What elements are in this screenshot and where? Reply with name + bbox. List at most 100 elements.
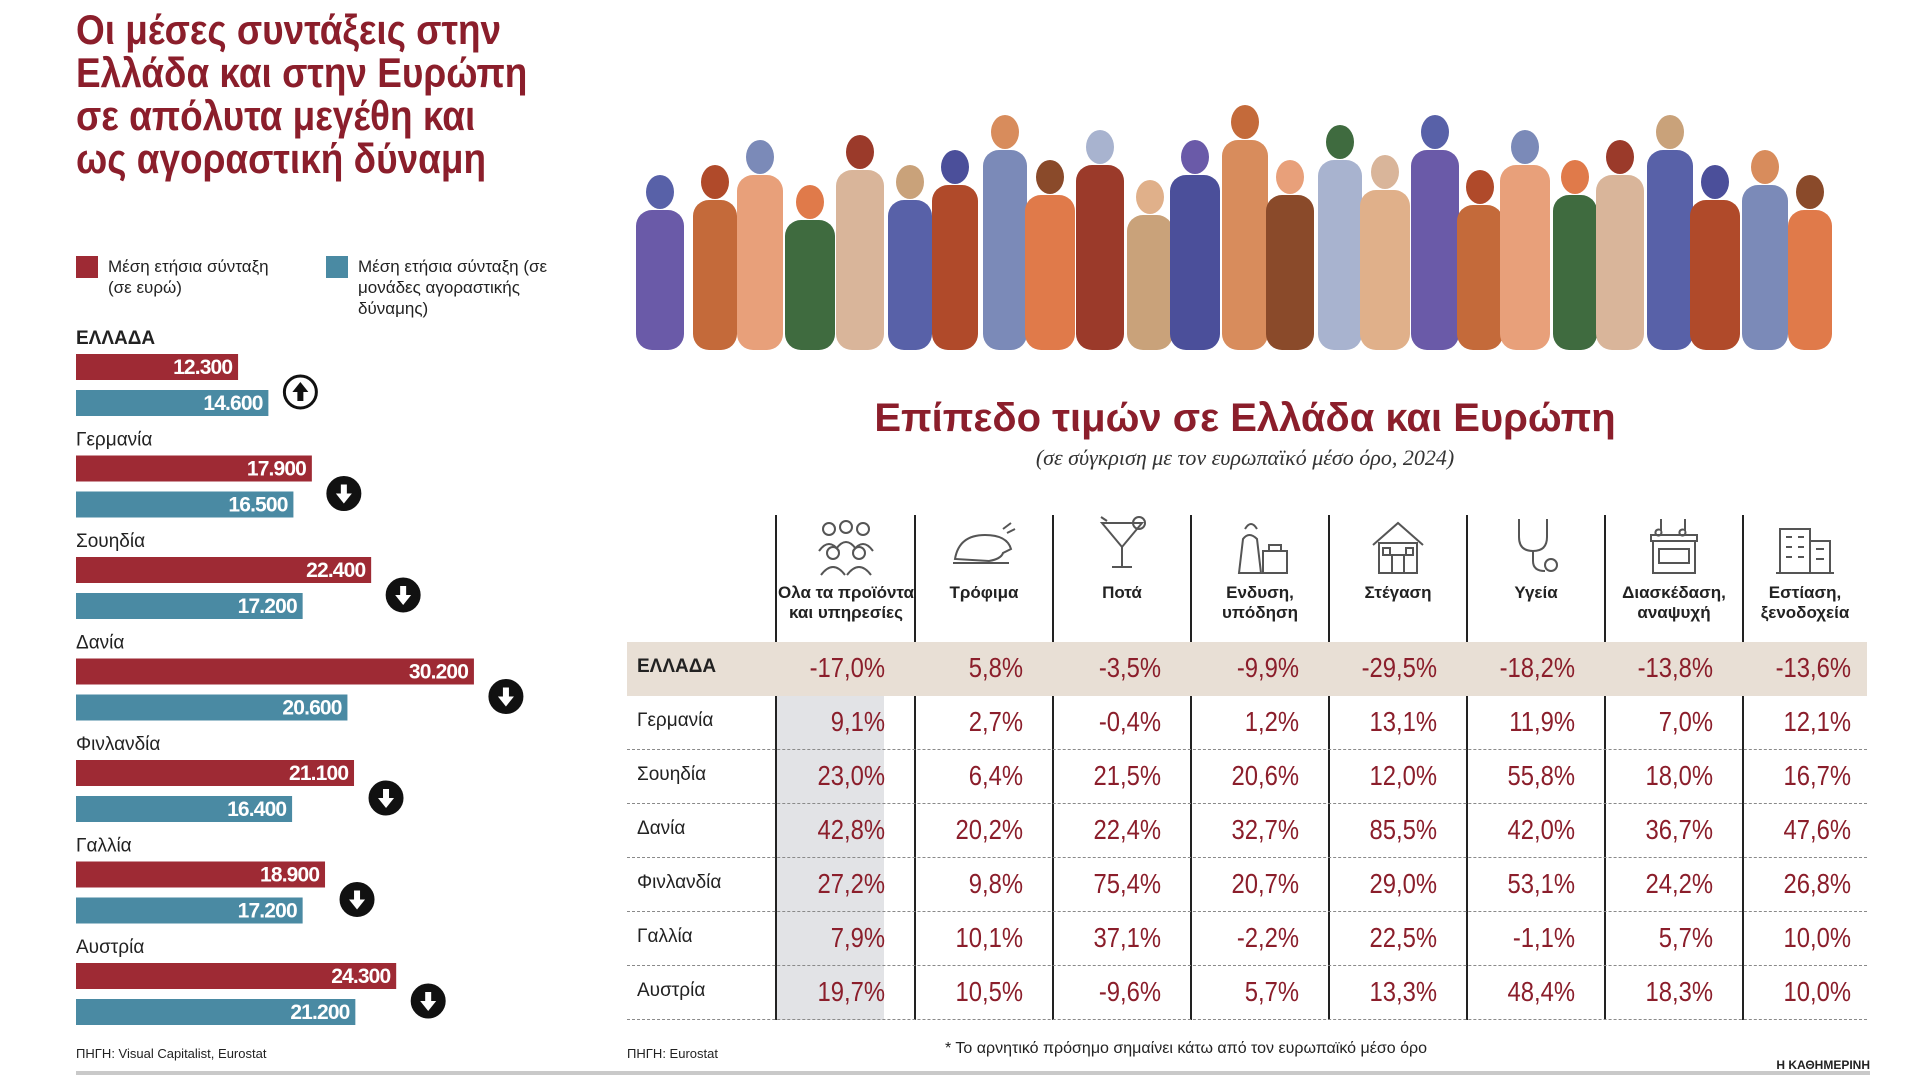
column-divider <box>1190 515 1192 1020</box>
bar <box>76 658 474 685</box>
col-header-drinks: Ποτά <box>1053 515 1191 642</box>
person-figure <box>1411 115 1459 350</box>
table-cell-value: -13,8% <box>1637 652 1713 683</box>
country-label: Γαλλία <box>76 836 132 857</box>
col-header-all-products: Ολα τα προϊόντα και υπηρεσίες <box>777 515 915 642</box>
person-figure <box>932 150 978 350</box>
legend-item-euro: Μέση ετήσια σύνταξη (σε ευρώ) <box>76 256 278 298</box>
person-figure <box>693 165 737 350</box>
legend-swatch-pps <box>326 256 348 278</box>
row-country-label: Δανία <box>637 818 686 839</box>
person-figure <box>1457 170 1503 350</box>
row-country-label: Σουηδία <box>637 764 707 785</box>
person-figure <box>636 175 684 350</box>
table-cell-value: 9,1% <box>830 706 885 737</box>
bar <box>76 354 239 380</box>
person-figure <box>1690 165 1740 350</box>
bar <box>76 963 397 989</box>
table-cell-value: 24,2% <box>1645 868 1713 899</box>
music-venue-icon <box>1605 515 1743 583</box>
table-cell-value: 1,2% <box>1244 706 1299 737</box>
table-cell-value: 9,8% <box>968 868 1023 899</box>
table-cell-value: 19,7% <box>817 976 885 1007</box>
bar-value-label: 17.900 <box>247 458 307 481</box>
country-label: Σουηδία <box>76 531 145 552</box>
bar <box>76 796 293 822</box>
bar-value-label: 22.400 <box>306 559 366 582</box>
column-divider <box>914 515 916 1020</box>
table-cell-value: 12,0% <box>1369 760 1437 791</box>
person-figure <box>1222 105 1268 350</box>
column-divider <box>1604 515 1606 1020</box>
table-cell-value: 21,5% <box>1093 760 1161 791</box>
person-figure <box>1788 175 1832 350</box>
arrow-glyph <box>378 789 395 808</box>
bar <box>76 390 269 416</box>
table-cell-value: 13,1% <box>1369 706 1437 737</box>
col-label-health: Υγεία <box>1514 583 1558 602</box>
bar-value-label: 12.300 <box>173 356 233 379</box>
legend-item-pps: Μέση ετήσια σύνταξη (σε μονάδες αγοραστι… <box>326 256 578 319</box>
left-chart-title: Οι μέσες συντάξεις στην Ελλάδα και στην … <box>76 6 528 182</box>
table-row: Σουηδία 23,0% 6,4% 21,5% 20,6% 12,0% 55,8% 18,0… <box>627 750 1867 804</box>
table-cell-value: 10,0% <box>1783 922 1851 953</box>
bar <box>76 455 312 482</box>
table-cell-value: 10,5% <box>955 976 1023 1007</box>
person-figure <box>1318 125 1362 350</box>
table-cell-value: 42,0% <box>1507 814 1575 845</box>
table-cell-value: 47,6% <box>1783 814 1851 845</box>
row-country-label: Αυστρία <box>637 980 706 1001</box>
price-level-table: Ολα τα προϊόντα και υπηρεσίες Τρόφιμα Πο… <box>627 515 1867 1020</box>
table-cell-value: 23,0% <box>817 760 885 791</box>
clothes-icon <box>1191 515 1329 583</box>
table-cell-value: 36,7% <box>1645 814 1713 845</box>
table-cell-value: 7,9% <box>830 922 885 953</box>
people-icon <box>777 515 915 583</box>
column-divider <box>1742 515 1744 1020</box>
table-cell-value: 5,7% <box>1658 922 1713 953</box>
cocktail-icon <box>1053 515 1191 583</box>
bar-value-label: 17.200 <box>238 900 298 923</box>
people-illustration <box>636 105 1832 350</box>
country-label: Αυστρία <box>76 937 144 958</box>
bar-value-label: 24.300 <box>331 965 391 988</box>
person-figure <box>785 185 835 350</box>
table-cell-value: 12,1% <box>1783 706 1851 737</box>
col-header-housing: Στέγαση <box>1329 515 1467 642</box>
brand-logo-text: Η ΚΑΘΗΜΕΡΙΝΗ <box>1776 1058 1870 1072</box>
table-cell-value: 18,3% <box>1645 976 1713 1007</box>
col-label-food: Τρόφιμα <box>949 583 1019 602</box>
legend-label-pps: Μέση ετήσια σύνταξη (σε μονάδες αγοραστι… <box>358 257 548 318</box>
country-label: ΕΛΛΑΔΑ <box>76 328 155 349</box>
col-label-entertainment: Διασκέδαση, αναψυχή <box>1622 583 1726 622</box>
person-figure <box>737 140 783 350</box>
table-cell-value: 85,5% <box>1369 814 1437 845</box>
table-cell-value: 48,4% <box>1507 976 1575 1007</box>
pension-bar-chart: ΕΛΛΑΔΑ 12.300 14.600 Γερμανία 17.900 16.500 Σο… <box>76 328 524 1025</box>
legend-label-euro: Μέση ετήσια σύνταξη (σε ευρώ) <box>108 257 269 297</box>
table-title: Επίπεδο τιμών σε Ελλάδα και Ευρώπη <box>874 396 1616 440</box>
bar <box>76 861 326 888</box>
bar-value-label: 21.100 <box>289 762 349 785</box>
table-cell-value: 29,0% <box>1369 868 1437 899</box>
footnote: * Το αρνητικό πρόσημο σημαίνει κάτω από … <box>945 1040 1427 1057</box>
all-products-column-highlight <box>776 642 884 1020</box>
person-figure <box>1266 160 1314 350</box>
person-figure <box>1025 160 1075 350</box>
bar <box>76 760 355 786</box>
person-figure <box>1076 130 1124 350</box>
table-subtitle: (σε σύγκριση με τον ευρωπαϊκό μέσο όρο, … <box>1035 445 1455 470</box>
arrow-glyph <box>395 586 412 605</box>
person-figure <box>1596 140 1644 350</box>
bar-value-label: 30.200 <box>409 661 469 684</box>
table-cell-value: -1,1% <box>1512 922 1575 953</box>
col-header-health: Υγεία <box>1467 515 1605 642</box>
table-cell-value: 22,4% <box>1093 814 1161 845</box>
bar <box>76 491 294 518</box>
arrow-glyph <box>420 992 437 1011</box>
table-row: Αυστρία 19,7% 10,5% -9,6% 5,7% 13,3% 48,4% 18,3… <box>627 966 1867 1020</box>
table-cell-value: 10,0% <box>1783 976 1851 1007</box>
arrow-glyph <box>349 890 366 910</box>
person-figure <box>1127 180 1173 350</box>
table-cell-value: -17,0% <box>809 652 885 683</box>
